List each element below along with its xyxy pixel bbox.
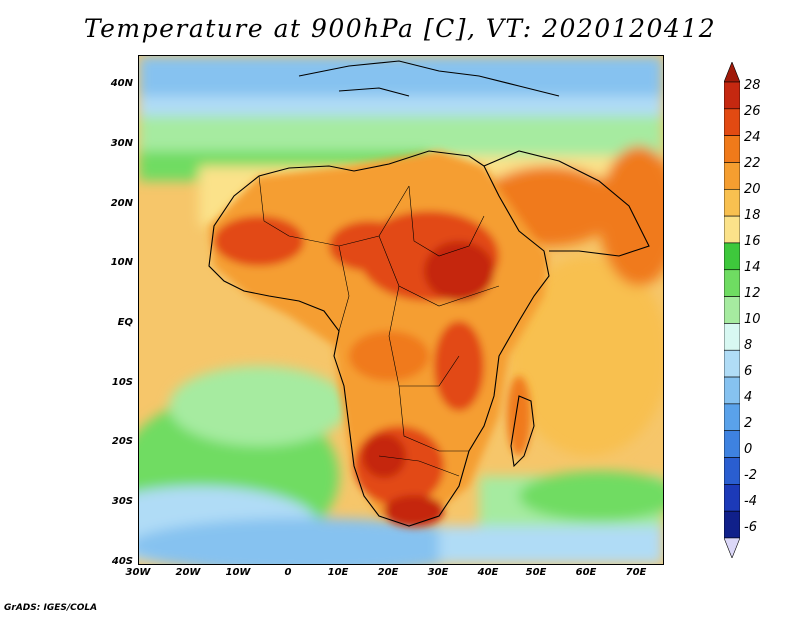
colorbar-label-26: 26 (744, 104, 761, 119)
x-label-60e: 60E (575, 567, 597, 578)
x-label-30w: 30W (125, 567, 151, 578)
colorbar-cell (723, 403, 741, 432)
colorbar-cell (723, 81, 741, 110)
colorbar-label-24: 24 (744, 130, 761, 145)
colorbar-label-22: 22 (744, 156, 761, 171)
colorbar-label-18: 18 (744, 208, 761, 223)
colorbar-cell (723, 349, 741, 378)
x-label-20w: 20W (175, 567, 201, 578)
x-label-70e: 70E (625, 567, 647, 578)
colorbar-svg (723, 61, 741, 559)
colorbar-label-14: 14 (744, 260, 761, 275)
x-label-10w: 10W (225, 567, 251, 578)
map-svg (139, 56, 663, 564)
colorbar-label-16: 16 (744, 234, 761, 249)
y-label-20n: 20N (110, 198, 133, 209)
colorbar-cell (723, 323, 741, 351)
colorbar-label-12: 12 (744, 286, 761, 301)
colorbar-label-2: 2 (744, 416, 753, 431)
colorbar-cell (723, 135, 741, 163)
x-label-0: 0 (284, 567, 292, 578)
x-label-50e: 50E (525, 567, 547, 578)
y-label-40n: 40N (110, 78, 133, 89)
colorbar-cell (723, 242, 741, 271)
colorbar (723, 61, 741, 559)
country-borders (258, 175, 500, 477)
colorbar-label-0: 0 (744, 442, 753, 457)
x-label-40e: 40E (477, 567, 499, 578)
colorbar-label-10: 10 (744, 312, 761, 327)
colorbar-cell (723, 430, 741, 458)
x-label-30e: 30E (427, 567, 449, 578)
colorbar-label-neg6: -6 (744, 520, 757, 535)
x-label-20e: 20E (377, 567, 399, 578)
colorbar-cell (723, 188, 741, 217)
colorbar-cell (723, 376, 741, 405)
colorbar-cell (723, 457, 741, 485)
colorbar-cell (723, 484, 741, 512)
y-label-eq: EQ (117, 317, 133, 328)
colorbar-label-28: 28 (744, 78, 761, 93)
colorbar-cell (723, 108, 741, 136)
colorbar-cell (723, 537, 741, 559)
colorbar-label-20: 20 (744, 182, 761, 197)
colorbar-label-neg4: -4 (744, 494, 757, 509)
colorbar-label-4: 4 (744, 390, 753, 405)
y-label-40s: 40S (111, 556, 133, 567)
colorbar-label-neg2: -2 (744, 468, 757, 483)
colorbar-cell (723, 510, 741, 539)
colorbar-label-6: 6 (744, 364, 753, 379)
y-label-30n: 30N (110, 138, 133, 149)
temperature-map (138, 55, 664, 565)
chart-title: Temperature at 900hPa [C], VT: 202012041… (83, 14, 717, 43)
footer-credit: GrADS: IGES/COLA (4, 603, 98, 613)
colorbar-cell (723, 215, 741, 244)
colorbar-cell (723, 162, 741, 190)
y-label-10s: 10S (111, 377, 133, 388)
y-label-20s: 20S (111, 436, 133, 447)
y-label-30s: 30S (111, 496, 133, 507)
x-label-10e: 10E (327, 567, 349, 578)
colorbar-cell (723, 61, 741, 83)
colorbar-label-8: 8 (744, 338, 753, 353)
colorbar-cell (723, 269, 741, 297)
y-label-10n: 10N (110, 257, 133, 268)
colorbar-cell (723, 296, 741, 324)
